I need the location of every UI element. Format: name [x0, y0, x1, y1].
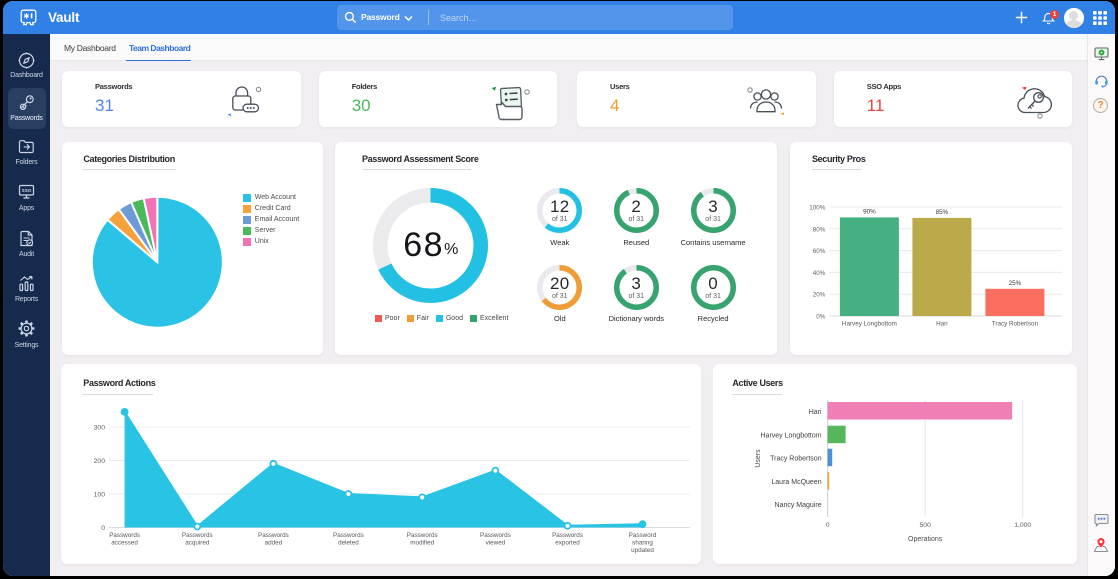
svg-text:0: 0	[826, 522, 830, 529]
svg-text:90%: 90%	[863, 208, 876, 215]
svg-text:20%: 20%	[812, 292, 825, 299]
svg-text:100%: 100%	[809, 205, 826, 212]
svg-text:25%: 25%	[1008, 280, 1021, 287]
svg-text:Harvey Longbottom: Harvey Longbottom	[842, 321, 897, 328]
svg-text:Hari: Hari	[809, 409, 822, 416]
svg-text:SSO: SSO	[22, 188, 32, 193]
svg-text:40%: 40%	[812, 270, 825, 277]
svg-text:0%: 0%	[816, 314, 826, 321]
svg-text:Tracy Robertson: Tracy Robertson	[991, 321, 1038, 328]
svg-text:1,000: 1,000	[1014, 522, 1031, 529]
svg-text:Nancy Maguire: Nancy Maguire	[774, 502, 821, 509]
svg-text:Harvey Longbottom: Harvey Longbottom	[760, 433, 821, 440]
svg-text:85%: 85%	[935, 209, 948, 216]
svg-text:60%: 60%	[812, 248, 825, 255]
svg-text:Users: Users	[755, 449, 762, 468]
svg-text:100: 100	[94, 492, 106, 499]
svg-text:Laura McQueen: Laura McQueen	[771, 479, 821, 486]
svg-text:Hari: Hari	[936, 321, 948, 328]
svg-text:300: 300	[94, 425, 106, 432]
svg-text:0: 0	[101, 525, 105, 532]
svg-text:80%: 80%	[812, 226, 825, 233]
svg-text:200: 200	[94, 458, 106, 465]
svg-text:500: 500	[919, 522, 931, 529]
svg-text:Operations: Operations	[908, 536, 943, 543]
svg-text:Tracy Robertson: Tracy Robertson	[770, 456, 822, 463]
